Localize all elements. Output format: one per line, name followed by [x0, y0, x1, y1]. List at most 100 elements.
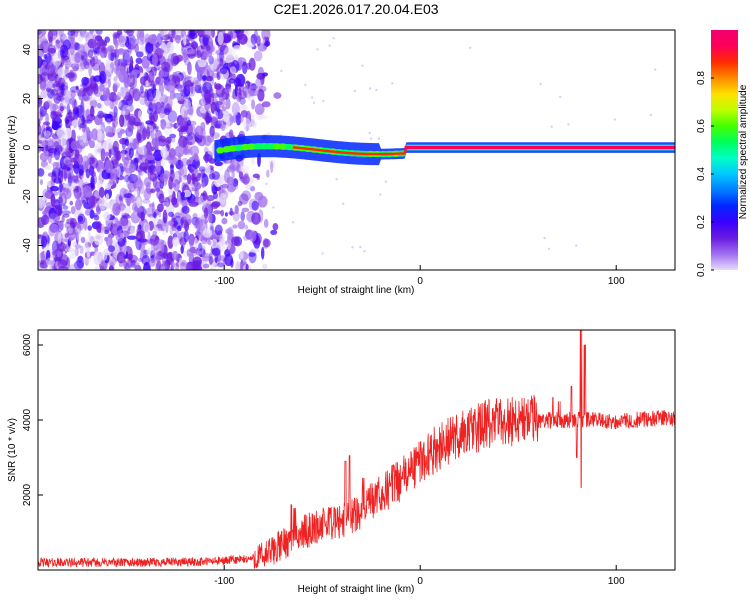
spectrogram-noise-cell: [272, 206, 275, 209]
spectrogram-noise-cell: [128, 125, 134, 131]
spectrogram-noise-cell: [42, 188, 49, 197]
spectrogram-noise-cell: [70, 206, 76, 215]
spectrogram-noise-cell: [83, 60, 90, 70]
spectrogram-noise-cell: [78, 123, 87, 129]
spectrogram-noise-cell: [38, 97, 43, 105]
spectrogram-carrier-blob: [253, 143, 262, 150]
spectrogram-noise-cell: [119, 206, 126, 216]
colorbar-tick-label: 0.2: [696, 215, 707, 229]
spectrogram-noise-cell: [198, 242, 203, 252]
spectrogram-noise-cell: [186, 249, 191, 257]
spectrogram-noise-cell: [208, 55, 214, 65]
spectrogram-noise-cell: [89, 99, 98, 108]
spectrogram-noise-cell: [80, 59, 86, 70]
spectrogram-noise-cell: [65, 72, 76, 79]
spectrogram-marks: [38, 30, 675, 270]
spectrogram-noise-cell: [206, 75, 213, 82]
spectrogram-noise-cell: [55, 39, 60, 44]
spectrogram-noise-cell: [154, 165, 161, 175]
spectrogram-noise-cell: [183, 230, 189, 243]
spectrogram-noise-cell: [261, 246, 265, 260]
spectrogram-noise-cell: [104, 36, 110, 43]
spectrogram-noise-cell: [199, 106, 207, 114]
spectrogram-noise-cell: [231, 171, 235, 179]
spectrogram-noise-cell: [140, 30, 145, 39]
spectrogram-noise-cell: [125, 264, 132, 270]
spectrogram-noise-cell: [40, 110, 43, 121]
spectrogram-noise-cell: [143, 249, 151, 255]
spectrogram-noise-cell: [105, 138, 114, 147]
spectrogram-noise-cell: [64, 81, 69, 92]
spectrogram-noise-cell: [91, 171, 97, 177]
spectrogram-noise-cell: [205, 45, 211, 52]
spectrogram-noise-cell: [196, 169, 203, 180]
spectrogram-noise-cell: [63, 182, 73, 189]
spectrogram-noise-cell: [226, 176, 235, 186]
spectrogram-noise-cell: [208, 212, 213, 224]
spectrogram-noise-cell: [93, 214, 100, 221]
spectrogram-noise-cell: [66, 166, 71, 172]
spectrogram-noise-cell: [81, 95, 91, 102]
spectrogram-noise-cell: [261, 101, 271, 108]
spectrogram-noise-cell: [93, 213, 98, 218]
spectrogram-noise-cell: [210, 202, 219, 210]
spectrogram-noise-cell: [209, 125, 215, 138]
spectrogram-noise-cell: [215, 49, 225, 56]
spectrogram-noise-cell: [241, 190, 252, 201]
colorbar-tick-label: 0.0: [696, 263, 707, 277]
spectrogram-noise-cell: [148, 173, 155, 179]
spectrogram-noise-cell: [202, 228, 213, 238]
spectrogram-noise-cell: [239, 97, 246, 105]
spectrogram-noise-cell: [53, 177, 62, 184]
spectrogram-noise-cell: [148, 257, 156, 267]
spectrogram-carrier-blob: [279, 143, 287, 150]
spectrogram-noise-cell: [186, 141, 193, 146]
spectrogram-noise-cell: [179, 33, 184, 38]
spectrogram-noise-cell: [237, 220, 246, 230]
spectrogram-noise-cell: [143, 177, 152, 188]
spectrogram-noise-cell: [159, 30, 169, 39]
spectrogram-noise-cell: [48, 36, 53, 47]
spectrogram-noise-cell: [38, 168, 45, 177]
spectrogram-noise-cell: [148, 70, 155, 83]
spectrogram-noise-cell: [163, 96, 173, 110]
spectrogram-noise-cell: [178, 116, 187, 127]
spectrogram-noise-cell: [248, 230, 257, 243]
spectrogram-noise-cell: [73, 260, 84, 270]
spectrogram-noise-cell: [201, 182, 206, 188]
spectrogram-noise-cell: [322, 99, 325, 103]
spectrogram-noise-cell: [238, 193, 249, 205]
spectrogram-noise-cell: [243, 235, 249, 241]
spectrogram-noise-cell: [60, 134, 66, 148]
spectrogram-carrier-blob: [216, 147, 225, 154]
spectrogram-y-tick-label: 40: [22, 44, 33, 56]
spectrogram-noise-cell: [203, 30, 213, 38]
spectrogram-noise-cell: [94, 266, 100, 270]
spectrogram-carrier-blob: [260, 143, 269, 150]
colorbar-label: Normalized spectral amplitude: [738, 84, 749, 219]
spectrogram-noise-cell: [47, 139, 54, 151]
spectrogram-noise-cell: [61, 210, 71, 216]
spectrogram-noise-cell: [120, 86, 124, 97]
spectrogram-noise-cell: [180, 71, 187, 84]
spectrogram-noise-cell: [77, 213, 86, 225]
spectrogram-y-tick-label: 0: [22, 144, 33, 150]
spectrogram-noise-cell: [76, 255, 85, 269]
spectrogram-noise-cell: [161, 61, 171, 72]
spectrogram-noise-cell: [129, 55, 134, 70]
spectrogram-noise-cell: [40, 40, 50, 54]
spectrogram-noise-cell: [202, 255, 212, 261]
spectrogram-noise-cell: [140, 84, 144, 94]
spectrogram-noise-cell: [115, 205, 120, 216]
spectrogram-noise-cell: [44, 64, 50, 70]
spectrogram-noise-cell: [167, 235, 174, 249]
spectrogram-noise-cell: [184, 182, 189, 188]
spectrogram-noise-cell: [257, 88, 265, 102]
spectrogram-noise-cell: [230, 164, 236, 170]
spectrogram-noise-cell: [43, 121, 51, 126]
spectrogram-noise-cell: [122, 104, 130, 116]
spectrogram-noise-cell: [54, 147, 61, 161]
spectrogram-noise-cell: [46, 234, 51, 247]
spectrogram-noise-cell: [40, 133, 45, 138]
spectrogram-noise-cell: [172, 236, 180, 247]
